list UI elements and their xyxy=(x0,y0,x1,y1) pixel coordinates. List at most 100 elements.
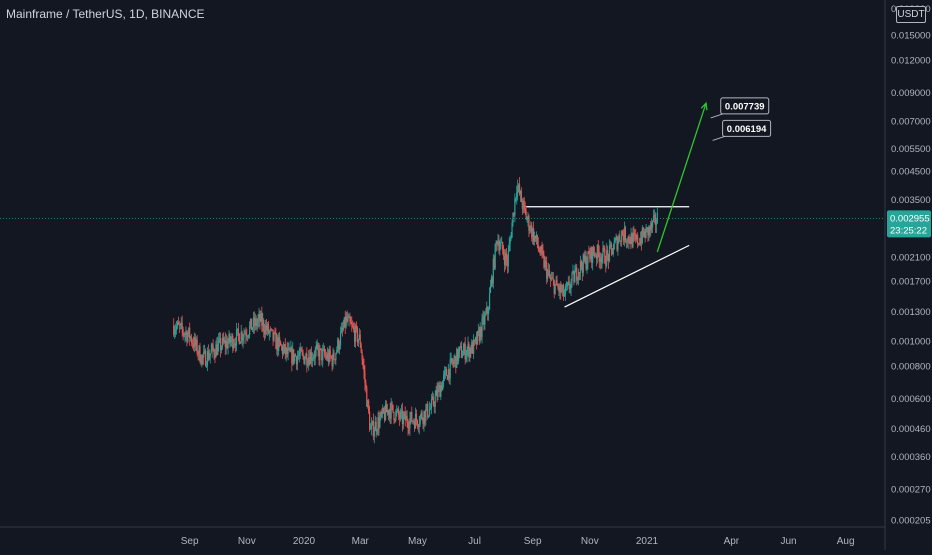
candle xyxy=(488,287,491,310)
candle xyxy=(565,281,568,292)
candle xyxy=(518,177,521,196)
candle xyxy=(466,346,468,363)
candle xyxy=(312,353,314,362)
candle xyxy=(323,342,325,352)
candle xyxy=(641,225,643,245)
candle xyxy=(249,321,251,339)
candle xyxy=(385,400,388,413)
candle xyxy=(625,238,627,249)
candle xyxy=(449,352,451,386)
candle xyxy=(536,234,538,249)
candle xyxy=(486,301,488,315)
candle xyxy=(595,253,597,267)
candle xyxy=(175,323,177,338)
candle xyxy=(428,401,431,417)
candle xyxy=(285,347,287,362)
candle xyxy=(265,318,268,335)
candle xyxy=(635,229,637,244)
candle xyxy=(636,233,638,242)
candle xyxy=(413,418,415,425)
candle xyxy=(469,346,471,363)
candle xyxy=(492,253,494,289)
candle xyxy=(313,350,315,366)
candle xyxy=(562,283,565,301)
candle xyxy=(276,332,278,356)
x-tick-label: May xyxy=(408,536,427,547)
candle xyxy=(367,399,369,409)
candle xyxy=(655,218,657,234)
candle xyxy=(382,404,384,419)
candle xyxy=(398,405,400,421)
candle xyxy=(407,418,409,436)
candle xyxy=(592,244,595,257)
candle xyxy=(234,337,237,353)
candle xyxy=(192,336,195,351)
countdown-timer: 23:25:22 xyxy=(890,225,927,236)
candle xyxy=(568,275,570,294)
candle xyxy=(532,227,534,245)
candle xyxy=(514,193,516,223)
x-tick-label: Jul xyxy=(468,536,481,547)
y-tick-label: 0.003500 xyxy=(891,195,931,206)
candle xyxy=(324,345,326,358)
candle xyxy=(390,398,392,424)
candle xyxy=(305,352,307,360)
candle xyxy=(228,330,230,344)
candle xyxy=(634,228,636,241)
candle xyxy=(316,339,318,350)
candle xyxy=(208,349,210,361)
candle xyxy=(481,313,483,344)
candle xyxy=(395,409,397,423)
candle xyxy=(603,245,605,253)
candle xyxy=(638,237,641,246)
candle xyxy=(182,326,184,341)
candle xyxy=(236,328,239,337)
candle xyxy=(439,380,441,398)
candle xyxy=(497,233,499,246)
candle xyxy=(217,336,219,356)
candle xyxy=(289,347,291,353)
candle xyxy=(656,207,658,224)
candle xyxy=(398,411,401,426)
candle xyxy=(582,253,584,277)
candle xyxy=(309,348,312,365)
candle xyxy=(375,417,377,438)
candle xyxy=(301,346,303,356)
candle xyxy=(480,326,482,341)
candle xyxy=(202,354,204,366)
projection-arrowhead xyxy=(700,101,708,111)
y-tick-label: 0.005500 xyxy=(891,144,931,155)
candle xyxy=(415,409,418,426)
candle xyxy=(261,306,263,332)
candle xyxy=(420,410,422,420)
candle xyxy=(428,415,430,419)
candle xyxy=(623,221,626,247)
y-tick-label: 0.000460 xyxy=(891,424,931,435)
candle xyxy=(598,245,600,269)
candle xyxy=(654,212,657,233)
candle xyxy=(401,402,404,432)
candle xyxy=(510,231,512,242)
currency-button[interactable]: USDT xyxy=(896,6,926,23)
candle xyxy=(349,312,351,327)
candle xyxy=(303,355,305,365)
candle xyxy=(576,264,578,286)
candle xyxy=(645,224,647,239)
candle xyxy=(473,339,476,346)
x-tick-label: Sep xyxy=(181,536,199,547)
candle xyxy=(224,332,226,356)
candle xyxy=(572,264,574,275)
candle xyxy=(422,417,424,429)
candle xyxy=(577,268,580,286)
candle xyxy=(402,411,404,430)
candle xyxy=(412,420,414,425)
candle xyxy=(581,261,583,281)
candle xyxy=(541,241,543,259)
candle xyxy=(282,341,284,356)
candle xyxy=(650,220,652,237)
candle xyxy=(570,278,572,297)
candle xyxy=(175,320,178,335)
candle xyxy=(333,349,335,361)
